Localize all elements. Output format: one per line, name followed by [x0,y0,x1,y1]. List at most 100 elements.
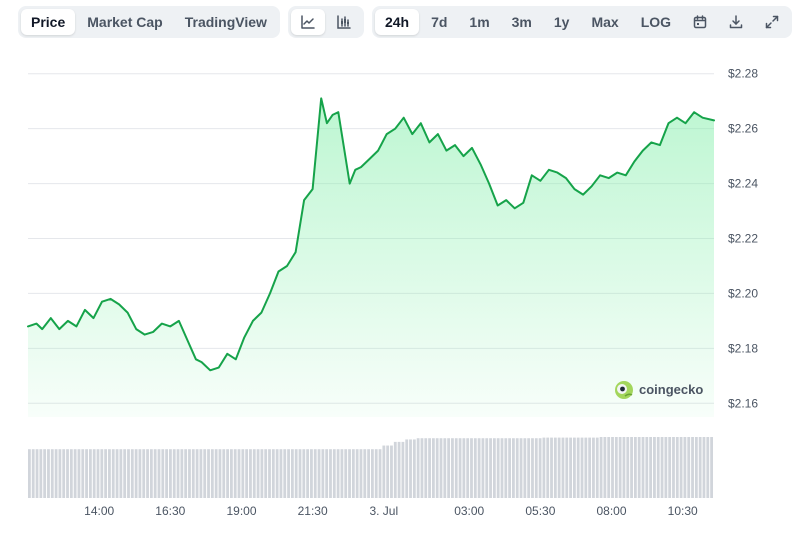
volume-bar [104,449,108,498]
range-3m[interactable]: 3m [511,14,532,30]
volume-bar [431,438,435,498]
volume-bar [702,437,706,498]
volume-bar [614,437,618,498]
volume-bar [584,437,588,498]
volume-bar [599,437,603,498]
tab-tradingview[interactable]: TradingView [184,14,267,30]
volume-bar [348,449,351,498]
volume-bar [363,449,367,498]
candlestick-chart-button[interactable] [327,9,361,35]
volume-bar [157,449,161,498]
x-tick-label: 03:00 [454,504,484,518]
volume-bar [96,449,100,498]
volume-bar [618,437,622,498]
volume-bar [580,437,584,498]
volume-bar [195,449,199,498]
volume-bar [409,439,412,498]
volume-bar [256,449,260,498]
volume-bar [313,449,317,498]
volume-bar [264,449,268,498]
range-1m[interactable]: 1m [469,14,490,30]
volume-bar [546,437,550,498]
tab-market-cap[interactable]: Market Cap [87,14,163,30]
volume-bar [81,449,85,498]
volume-bar [508,438,512,498]
volume-bar [229,449,233,498]
date-range-button[interactable] [683,9,717,35]
volume-bar [527,438,531,498]
volume-bar [462,438,466,498]
y-tick-label: $2.20 [728,286,758,300]
volume-bar [458,438,462,498]
volume-bar [592,437,595,498]
volume-bar [165,449,169,498]
fullscreen-button[interactable] [755,9,789,35]
volume-bar [115,449,119,498]
log-toggle[interactable]: LOG [640,14,672,30]
download-button[interactable] [719,9,753,35]
volume-bar [207,449,210,498]
volume-bar [325,449,329,498]
volume-bar [35,449,39,498]
volume-bar [439,438,443,498]
volume-bar [565,437,569,498]
volume-bar [519,438,523,498]
volume-bar [332,449,336,498]
volume-bar [146,449,149,498]
range-7d[interactable]: 7d [431,14,448,30]
y-tick-label: $2.22 [728,232,758,246]
volume-bar [470,438,473,498]
range-max[interactable]: Max [591,14,619,30]
volume-bars [28,437,713,498]
volume-bar [203,449,207,498]
volume-bar [39,449,43,498]
volume-bar [77,449,81,498]
volume-bar [85,449,88,498]
volume-bar [123,449,127,498]
volume-bar [569,437,572,498]
coingecko-watermark: coingecko [615,381,703,399]
volume-bar [512,438,515,498]
volume-bar [390,445,393,498]
volume-bar [237,449,241,498]
candlestick-chart-icon [337,15,351,29]
volume-bar [656,437,660,498]
volume-bar [477,438,481,498]
volume-bar [542,437,546,498]
volume-bar [706,437,710,498]
volume-bar [633,437,637,498]
x-tick-label: 05:30 [525,504,555,518]
volume-bar [672,437,675,498]
volume-bar [169,449,172,498]
volume-bar [260,449,264,498]
range-1y[interactable]: 1y [553,14,570,30]
tab-price[interactable]: Price [21,9,76,35]
y-tick-label: $2.24 [728,177,758,191]
volume-bar [588,437,592,498]
volume-bar [138,449,142,498]
x-tick-label: 3. Jul [369,504,398,518]
volume-bar [111,449,115,498]
volume-bar [359,449,363,498]
volume-bar [100,449,104,498]
volume-bar [279,449,283,498]
y-axis: $2.28 $2.26 $2.24 $2.22 $2.20 $2.18 $2.16 [728,67,758,411]
volume-bar [161,449,165,498]
volume-bar [451,438,454,498]
volume-bar [130,449,134,498]
volume-bar [188,449,191,498]
x-tick-label: 14:00 [84,504,114,518]
line-chart-button[interactable] [290,9,325,35]
volume-bar [557,437,561,498]
volume-bar [222,449,226,498]
volume-bar [271,449,275,498]
range-24h[interactable]: 24h [374,9,420,35]
volume-bar [226,449,229,498]
volume-bar [43,449,47,498]
volume-bar [691,437,694,498]
chart-toolbar: Price Market Cap TradingView 24h 7d 1m 3… [18,6,793,38]
volume-bar [466,438,470,498]
volume-bar [62,449,66,498]
volume-bar [515,438,519,498]
